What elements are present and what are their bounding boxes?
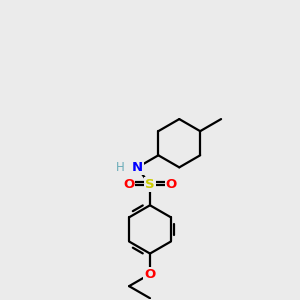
Text: O: O <box>144 268 156 281</box>
Text: N: N <box>132 161 143 174</box>
Text: H: H <box>116 161 124 174</box>
Text: S: S <box>145 178 155 191</box>
Text: O: O <box>123 178 134 191</box>
Text: O: O <box>166 178 177 191</box>
